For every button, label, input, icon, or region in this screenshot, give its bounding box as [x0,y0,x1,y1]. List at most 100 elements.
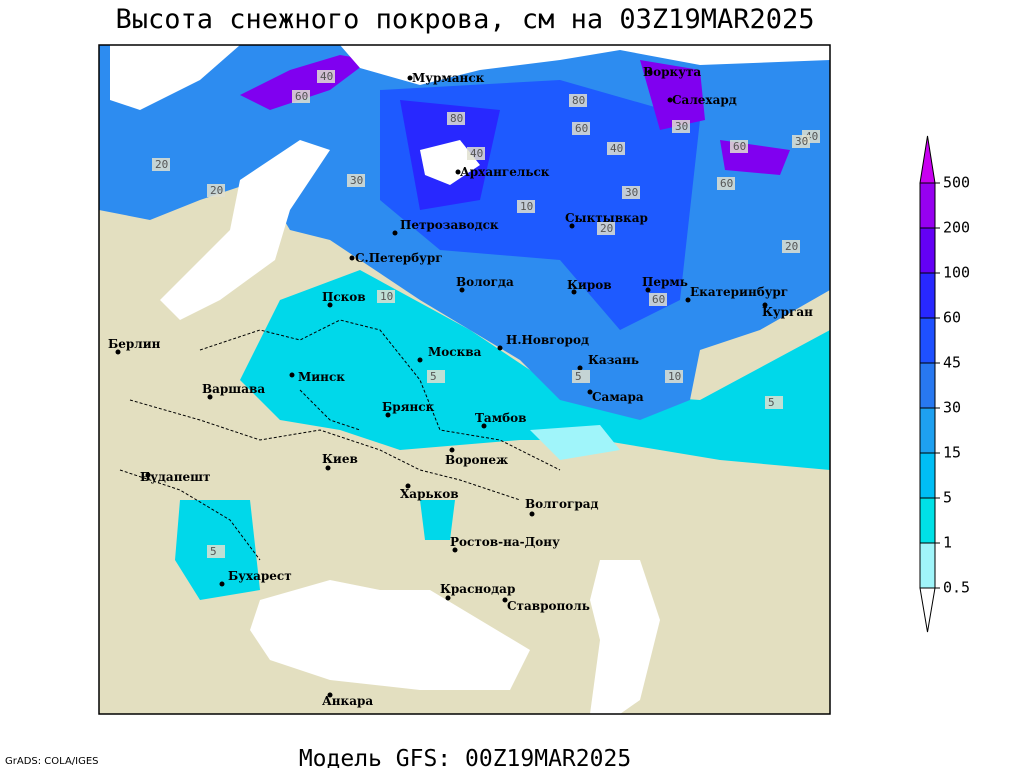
city-dot [115,349,121,355]
contour-label: 80 [572,94,585,107]
city-dot [327,692,333,698]
colorbar-end [919,135,936,184]
contour-label: 10 [520,200,533,213]
contour-label: 30 [675,120,688,133]
contour-label-bg [782,240,800,253]
colorbar-box [919,317,936,364]
contour-label: 10 [380,290,393,303]
contour-label: 60 [733,140,746,153]
colorbar-label: 0.5 [943,579,970,597]
colorbar-box [919,542,936,589]
city-dot [497,345,503,351]
title: Высота снежного покрова, см на 03Z19MAR2… [116,4,815,35]
contour-label: 30 [625,186,638,199]
city-dot [452,547,458,553]
city-dot [459,287,465,293]
city-label: Н.Новгород [506,333,589,347]
city-label: Екатеринбург [690,285,788,299]
city-label: Ростов-на-Дону [450,535,560,549]
city-dot [529,511,535,517]
contour-label-bg [792,135,810,148]
contour-label-bg [152,158,170,171]
footer: Модель GFS: 00Z19MAR2025 [299,746,631,768]
colorbar-box [919,362,936,409]
contour-label-bg [467,147,485,160]
city-label: Петрозаводск [400,218,499,232]
city-label: Пермь [642,275,688,289]
contour-label-bg [572,122,590,135]
contour-label-bg [607,142,625,155]
city-label: Харьков [400,487,459,501]
contour-label: 40 [320,70,333,83]
city-label: Анкара [322,694,373,708]
city-dot [577,365,583,371]
map [99,45,830,714]
contour-label-bg [317,70,335,83]
city-label: Псков [322,290,366,304]
city-label: Минск [298,370,345,384]
city-dot [502,597,508,603]
contour-label-bg [649,293,667,306]
city-dot [569,223,575,229]
contour-label: 20 [600,222,613,235]
city-dot [405,483,411,489]
city-label: Киев [322,452,358,466]
contour-label: 60 [652,293,665,306]
city-label: Киров [567,278,612,292]
city-label: Салехард [672,93,737,107]
contour-label: 60 [295,90,308,103]
contour-label-bg [622,186,640,199]
colorbar-label: 30 [943,399,961,417]
contour-label-bg [347,174,365,187]
city-dot [327,302,333,308]
city-dot [571,289,577,295]
contour-label-bg [569,94,587,107]
colorbar-end [919,587,936,633]
colorbar-box [919,497,936,544]
contour-label: 5 [210,545,217,558]
colorbar-box [919,452,936,499]
colorbar-label: 200 [943,219,970,237]
city-label: Вологда [456,275,514,289]
city-dot [449,447,455,453]
city-label: Волгоград [525,497,598,511]
city-label: Будапешт [140,470,210,484]
city-dot [219,581,225,587]
city-label: Архангельск [460,165,550,179]
city-dot [445,595,451,601]
contour-label-bg [597,222,615,235]
contour-label: 60 [720,177,733,190]
contour-label: 5 [768,396,775,409]
city-dot [762,302,768,308]
contour-label: 60 [575,122,588,135]
city-label: Воркута [643,65,701,79]
contour-label: 5 [430,370,437,383]
contour-label-bg [765,396,783,409]
contour-label: 30 [795,135,808,148]
contour-label-bg [730,140,748,153]
city-label: Курган [762,305,813,319]
city-label: Самара [592,390,644,404]
city-label: Тамбов [475,411,526,425]
contour-label-bg [207,184,225,197]
city-dot [289,372,295,378]
colorbar-label: 15 [943,444,961,462]
city-label: Казань [588,353,639,367]
credit: GrADS: COLA/IGES [5,756,99,767]
city-label: Берлин [108,337,161,351]
city-label: Москва [428,345,482,359]
contour-label-bg [665,370,683,383]
city-label: С.Петербург [355,251,443,265]
city-label: Сыктывкар [565,211,648,225]
city-dot [392,230,398,236]
city-dot [145,472,151,478]
contour-label-bg [572,370,590,383]
colorbar-label: 500 [943,174,970,192]
city-dot [645,287,651,293]
colorbar-label: 5 [943,489,952,507]
contour-label-bg [207,545,225,558]
contour-label-bg [427,370,445,383]
city-label: Ставрополь [507,599,590,613]
